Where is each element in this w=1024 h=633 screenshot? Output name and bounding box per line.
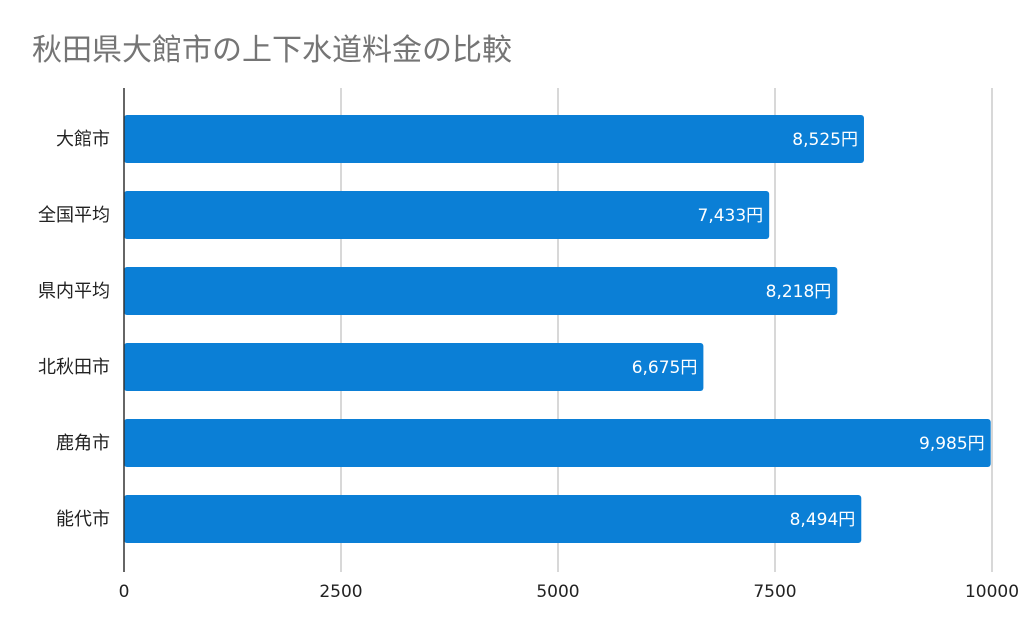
bar [124,495,862,543]
bar [124,267,838,315]
bar [124,419,991,467]
category-label: 能代市 [56,509,110,530]
category-label: 県内平均 [38,281,110,302]
x-tick-label: 10000 [965,582,1019,602]
bar-data-label: 8,218円 [766,282,832,302]
x-tick-label: 7500 [753,582,796,602]
bars: 8,525円 7,433円 8,218円 6,675円 9,985円 8,494円 [124,115,991,543]
x-axis-ticks: 0 2500 5000 7500 10000 [119,582,1019,602]
bar [124,191,770,239]
category-label: 大館市 [56,129,110,150]
bar-data-label: 8,525円 [792,130,858,150]
category-label: 北秋田市 [38,357,110,378]
chart-title: 秋田県大館市の上下水道料金の比較 [32,33,512,68]
bar [124,115,864,163]
x-tick-label: 0 [119,582,130,602]
category-label: 鹿角市 [56,433,110,454]
bar-data-label: 7,433円 [698,206,764,226]
x-tick-label: 2500 [319,582,362,602]
x-tick-label: 5000 [536,582,579,602]
bar-data-label: 6,675円 [632,358,698,378]
category-label: 全国平均 [38,205,110,226]
bar [124,343,704,391]
bar-data-label: 9,985円 [919,434,985,454]
bar-data-label: 8,494円 [790,510,856,530]
grid-lines [340,88,993,572]
